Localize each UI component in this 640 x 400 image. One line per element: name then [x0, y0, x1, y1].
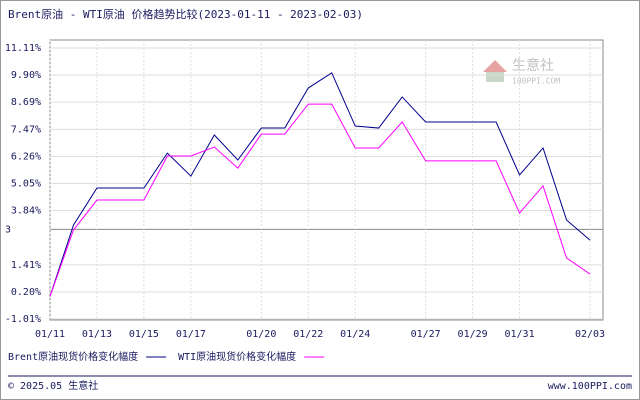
- y-tick-label: -1.01%: [5, 314, 41, 325]
- footer-left: © 2025.05 生意社: [8, 379, 98, 392]
- watermark: 生意社 100PPI.COM: [483, 57, 560, 86]
- x-tick-label: 02/03: [575, 329, 605, 340]
- x-tick-label: 01/27: [411, 329, 441, 340]
- y-tick-label: 0.20%: [11, 287, 41, 298]
- y-tick-label: 9.90%: [11, 70, 41, 81]
- y-tick-label: 8.69%: [11, 97, 41, 108]
- series-line: [49, 103, 591, 297]
- x-tick-label: 01/22: [293, 329, 323, 340]
- footer-right: www.100PPI.com: [548, 381, 632, 392]
- y-tick-label: 6.26%: [11, 151, 41, 162]
- y-tick-label: 1.41%: [11, 260, 41, 271]
- x-tick-label: 01/29: [458, 329, 488, 340]
- watermark-name: 生意社: [512, 57, 554, 74]
- chart-title: Brent原油 - WTI原油 价格趋势比较(2023-01-11 - 2023…: [8, 7, 363, 21]
- y-tick-label: 5.05%: [11, 179, 41, 190]
- x-tick-label: 01/20: [246, 329, 276, 340]
- x-tick-label: 01/31: [505, 329, 535, 340]
- legend-label: Brent原油现货价格变化幅度: [8, 350, 138, 363]
- legend-label: WTI原油现货价格变化幅度: [178, 350, 296, 363]
- y-tick-label: 3.84%: [11, 206, 41, 217]
- x-tick-label: 01/17: [176, 329, 206, 340]
- watermark-icon: [486, 72, 504, 82]
- x-tick-label: 01/13: [82, 329, 112, 340]
- watermark-icon: [483, 60, 507, 72]
- y-tick-label: 7.47%: [11, 124, 41, 135]
- y-tick-label: 11.11%: [5, 43, 41, 54]
- x-tick-label: 01/11: [35, 329, 65, 340]
- series-line: [49, 72, 591, 297]
- x-tick-label: 01/24: [340, 329, 370, 340]
- x-tick-label: 01/15: [129, 329, 159, 340]
- watermark-site: 100PPI.COM: [512, 77, 560, 86]
- reference-label: 3: [5, 224, 11, 235]
